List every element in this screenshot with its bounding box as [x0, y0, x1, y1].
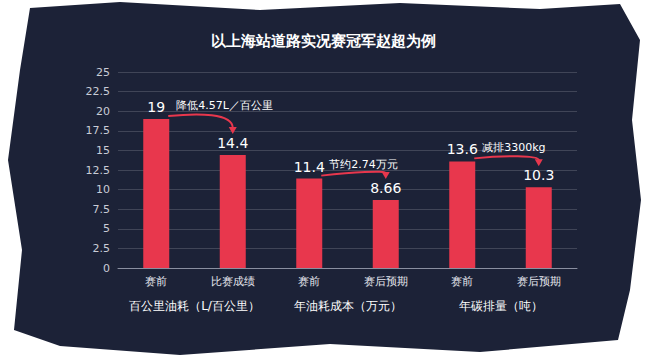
- svg-text:赛前: 赛前: [145, 275, 167, 288]
- svg-text:19: 19: [147, 99, 165, 115]
- svg-text:减排3300kg: 减排3300kg: [482, 141, 545, 154]
- svg-text:5: 5: [103, 222, 110, 235]
- svg-text:节约2.74万元: 节约2.74万元: [329, 158, 398, 171]
- svg-text:以上海站道路实况赛冠军赵超为例: 以上海站道路实况赛冠军赵超为例: [211, 32, 436, 50]
- svg-text:7.5: 7.5: [93, 203, 111, 216]
- svg-text:20: 20: [96, 105, 110, 118]
- svg-text:13.6: 13.6: [447, 141, 478, 157]
- svg-text:12.5: 12.5: [86, 164, 111, 177]
- svg-text:0: 0: [103, 262, 110, 275]
- svg-text:赛后预期: 赛后预期: [517, 275, 561, 288]
- svg-text:8.66: 8.66: [370, 180, 401, 196]
- svg-text:赛前: 赛前: [298, 275, 320, 288]
- svg-text:比赛成绩: 比赛成绩: [211, 275, 255, 288]
- svg-text:17.5: 17.5: [86, 124, 111, 137]
- svg-text:14.4: 14.4: [217, 135, 248, 151]
- svg-text:10.3: 10.3: [523, 167, 554, 183]
- svg-text:15: 15: [96, 144, 110, 157]
- svg-text:年碳排量（吨）: 年碳排量（吨）: [459, 299, 543, 313]
- svg-text:年油耗成本（万元）: 年油耗成本（万元）: [294, 299, 402, 313]
- svg-text:百公里油耗（L/百公里）: 百公里油耗（L/百公里）: [129, 299, 260, 313]
- svg-text:10: 10: [96, 183, 110, 196]
- svg-text:赛前: 赛前: [451, 275, 473, 288]
- svg-text:赛后预期: 赛后预期: [364, 275, 408, 288]
- svg-text:22.5: 22.5: [86, 85, 111, 98]
- svg-text:25: 25: [96, 66, 110, 79]
- svg-text:11.4: 11.4: [294, 159, 325, 175]
- svg-text:2.5: 2.5: [93, 242, 111, 255]
- svg-text:降低4.57L／百公里: 降低4.57L／百公里: [176, 99, 273, 112]
